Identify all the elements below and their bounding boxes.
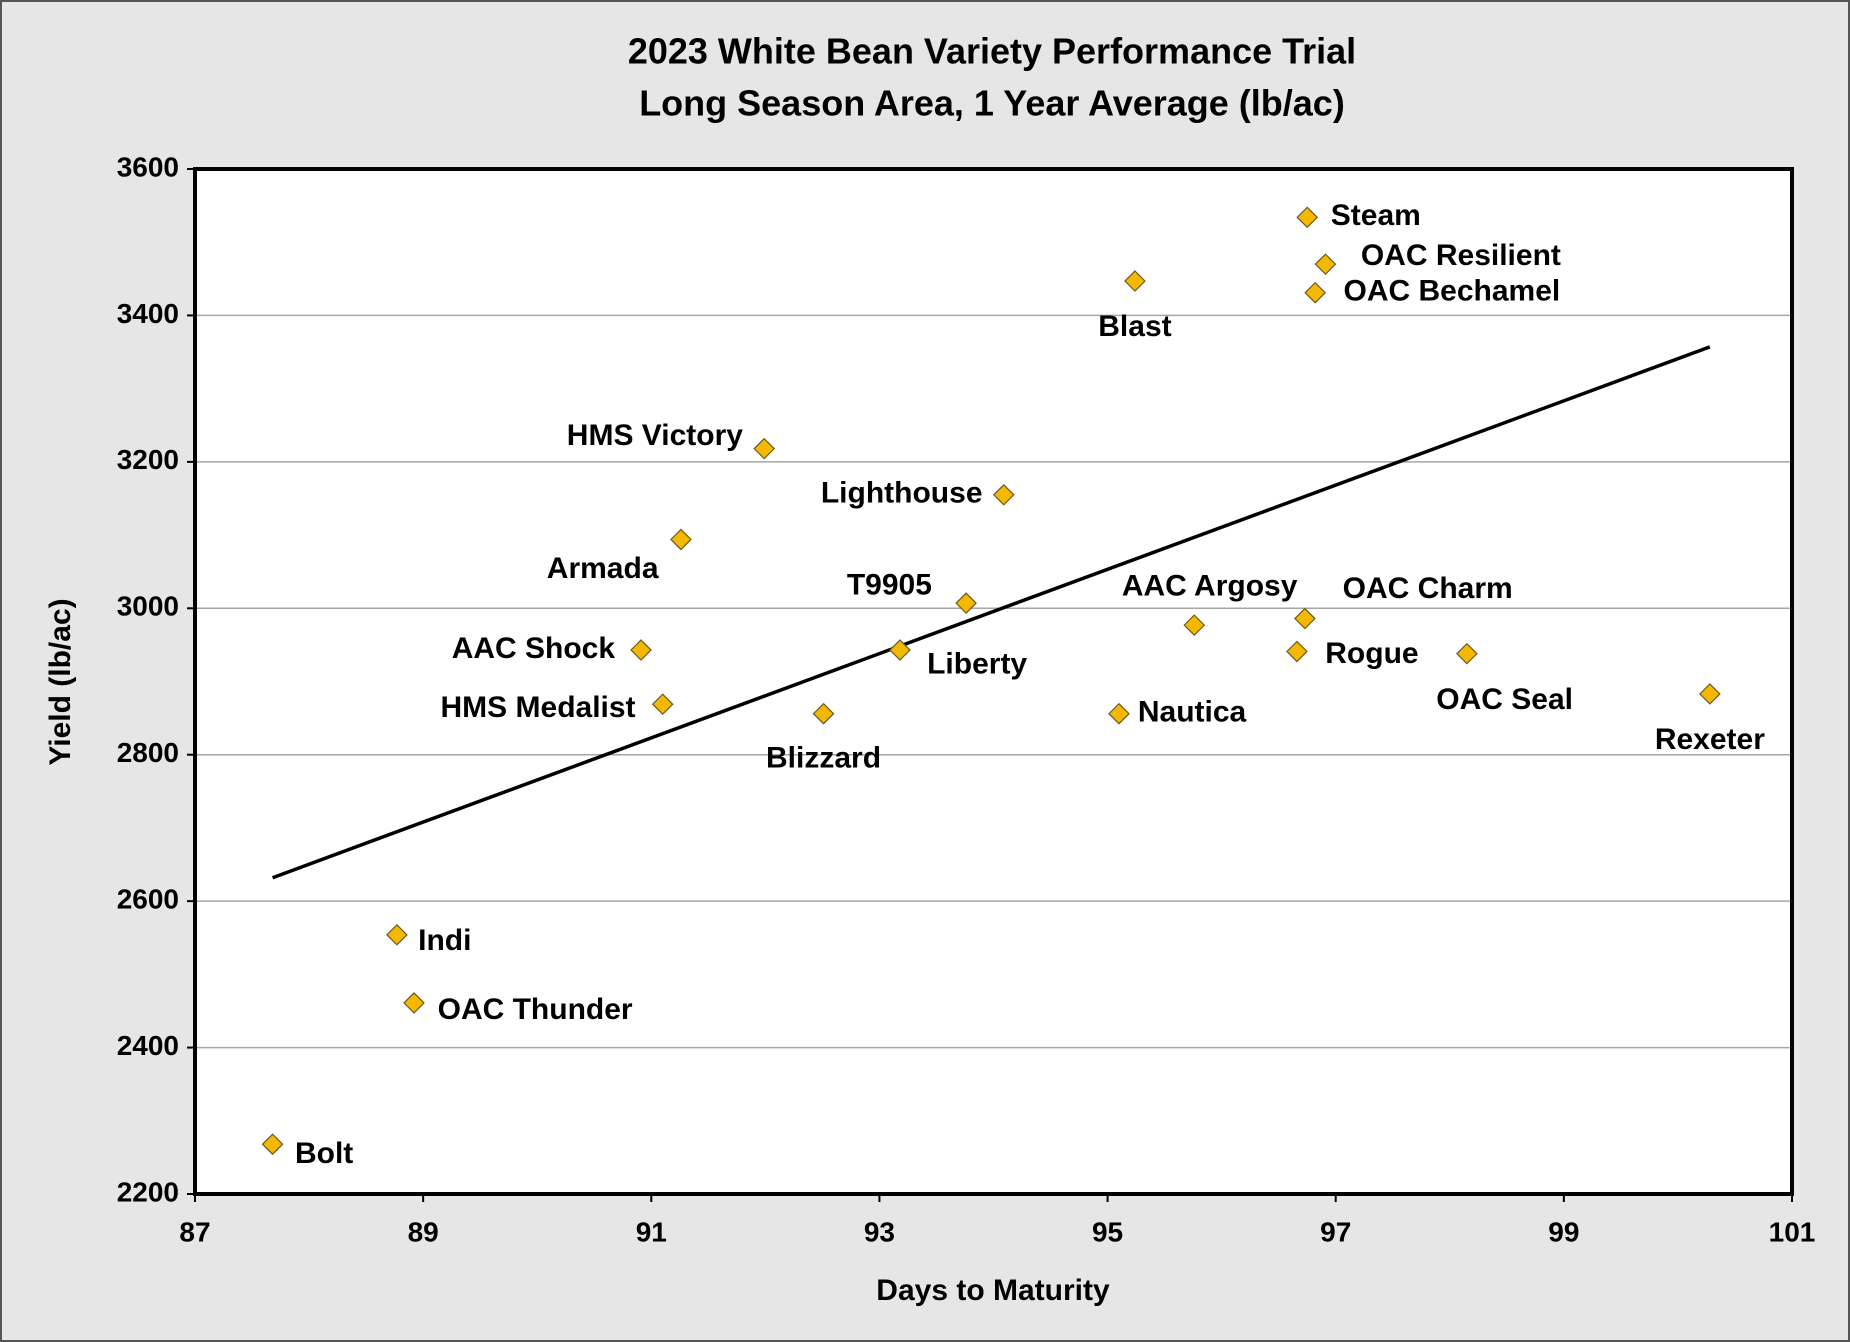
y-tick-label: 3600 (117, 151, 179, 182)
x-tick-label: 87 (179, 1216, 210, 1247)
point-label: Bolt (295, 1137, 353, 1170)
point (261, 1133, 284, 1156)
point (1124, 270, 1146, 292)
x-tick-label: 95 (1092, 1216, 1123, 1247)
point (1183, 614, 1206, 636)
x-tick-label: 101 (1769, 1216, 1816, 1247)
x-tick-label: 97 (1320, 1216, 1351, 1247)
point (386, 923, 408, 946)
x-tick-label: 99 (1548, 1216, 1579, 1247)
point (1699, 683, 1721, 705)
y-axis-label: Yield (lb/ac) (44, 598, 77, 765)
point (1456, 642, 1478, 665)
point-label: AAC Shock (452, 632, 616, 665)
y-tick-label: 3200 (117, 444, 179, 475)
x-tick-label: 91 (636, 1216, 667, 1247)
plot-border (193, 167, 1794, 1196)
x-tick-label: 93 (864, 1216, 895, 1247)
point (992, 483, 1015, 506)
point (1286, 640, 1308, 663)
point (1296, 206, 1319, 229)
point (1304, 281, 1327, 304)
y-tick-label: 2200 (117, 1176, 179, 1207)
y-tick-label: 2800 (117, 737, 179, 768)
point (955, 592, 977, 615)
point-label: Blizzard (766, 742, 881, 775)
point (753, 437, 776, 460)
point-label: Steam (1331, 199, 1421, 232)
point (1314, 253, 1337, 276)
point (889, 639, 911, 661)
point (1108, 702, 1130, 725)
point-label: Indi (418, 924, 471, 957)
point (630, 639, 652, 661)
point-label: Nautica (1138, 696, 1247, 729)
x-axis-label: Days to Maturity (876, 1274, 1110, 1307)
y-tick-label: 3000 (117, 591, 179, 622)
point-label: Armada (547, 552, 659, 585)
point-label: AAC Argosy (1122, 569, 1298, 602)
point-label: Rogue (1325, 637, 1418, 670)
chart-subtitle: Long Season Area, 1 Year Average (lb/ac) (639, 83, 1345, 124)
point-label: OAC Bechamel (1344, 275, 1561, 308)
x-tick-label: 89 (408, 1216, 439, 1247)
point (651, 693, 674, 716)
point-label: OAC Thunder (438, 993, 633, 1026)
plot-area (195, 169, 1792, 1194)
point-label: Blast (1098, 310, 1171, 343)
y-tick-label: 2400 (117, 1030, 179, 1061)
point-label: OAC Charm (1343, 572, 1513, 605)
chart-title: 2023 White Bean Variety Performance Tria… (628, 31, 1356, 72)
point (670, 528, 692, 551)
trendline (271, 345, 1711, 880)
point-label: OAC Seal (1436, 683, 1573, 716)
point (812, 702, 835, 725)
point (403, 992, 425, 1014)
y-tick-label: 3400 (117, 298, 179, 329)
point-label: HMS Victory (567, 419, 743, 452)
point-label: Liberty (927, 647, 1027, 680)
point-label: Rexeter (1655, 723, 1765, 756)
point (1294, 607, 1316, 630)
point-label: Lighthouse (821, 477, 983, 510)
y-tick-label: 2600 (117, 884, 179, 915)
point-label: OAC Resilient (1361, 239, 1561, 272)
point-label: HMS Medalist (441, 691, 636, 724)
point-label: T9905 (847, 569, 932, 602)
